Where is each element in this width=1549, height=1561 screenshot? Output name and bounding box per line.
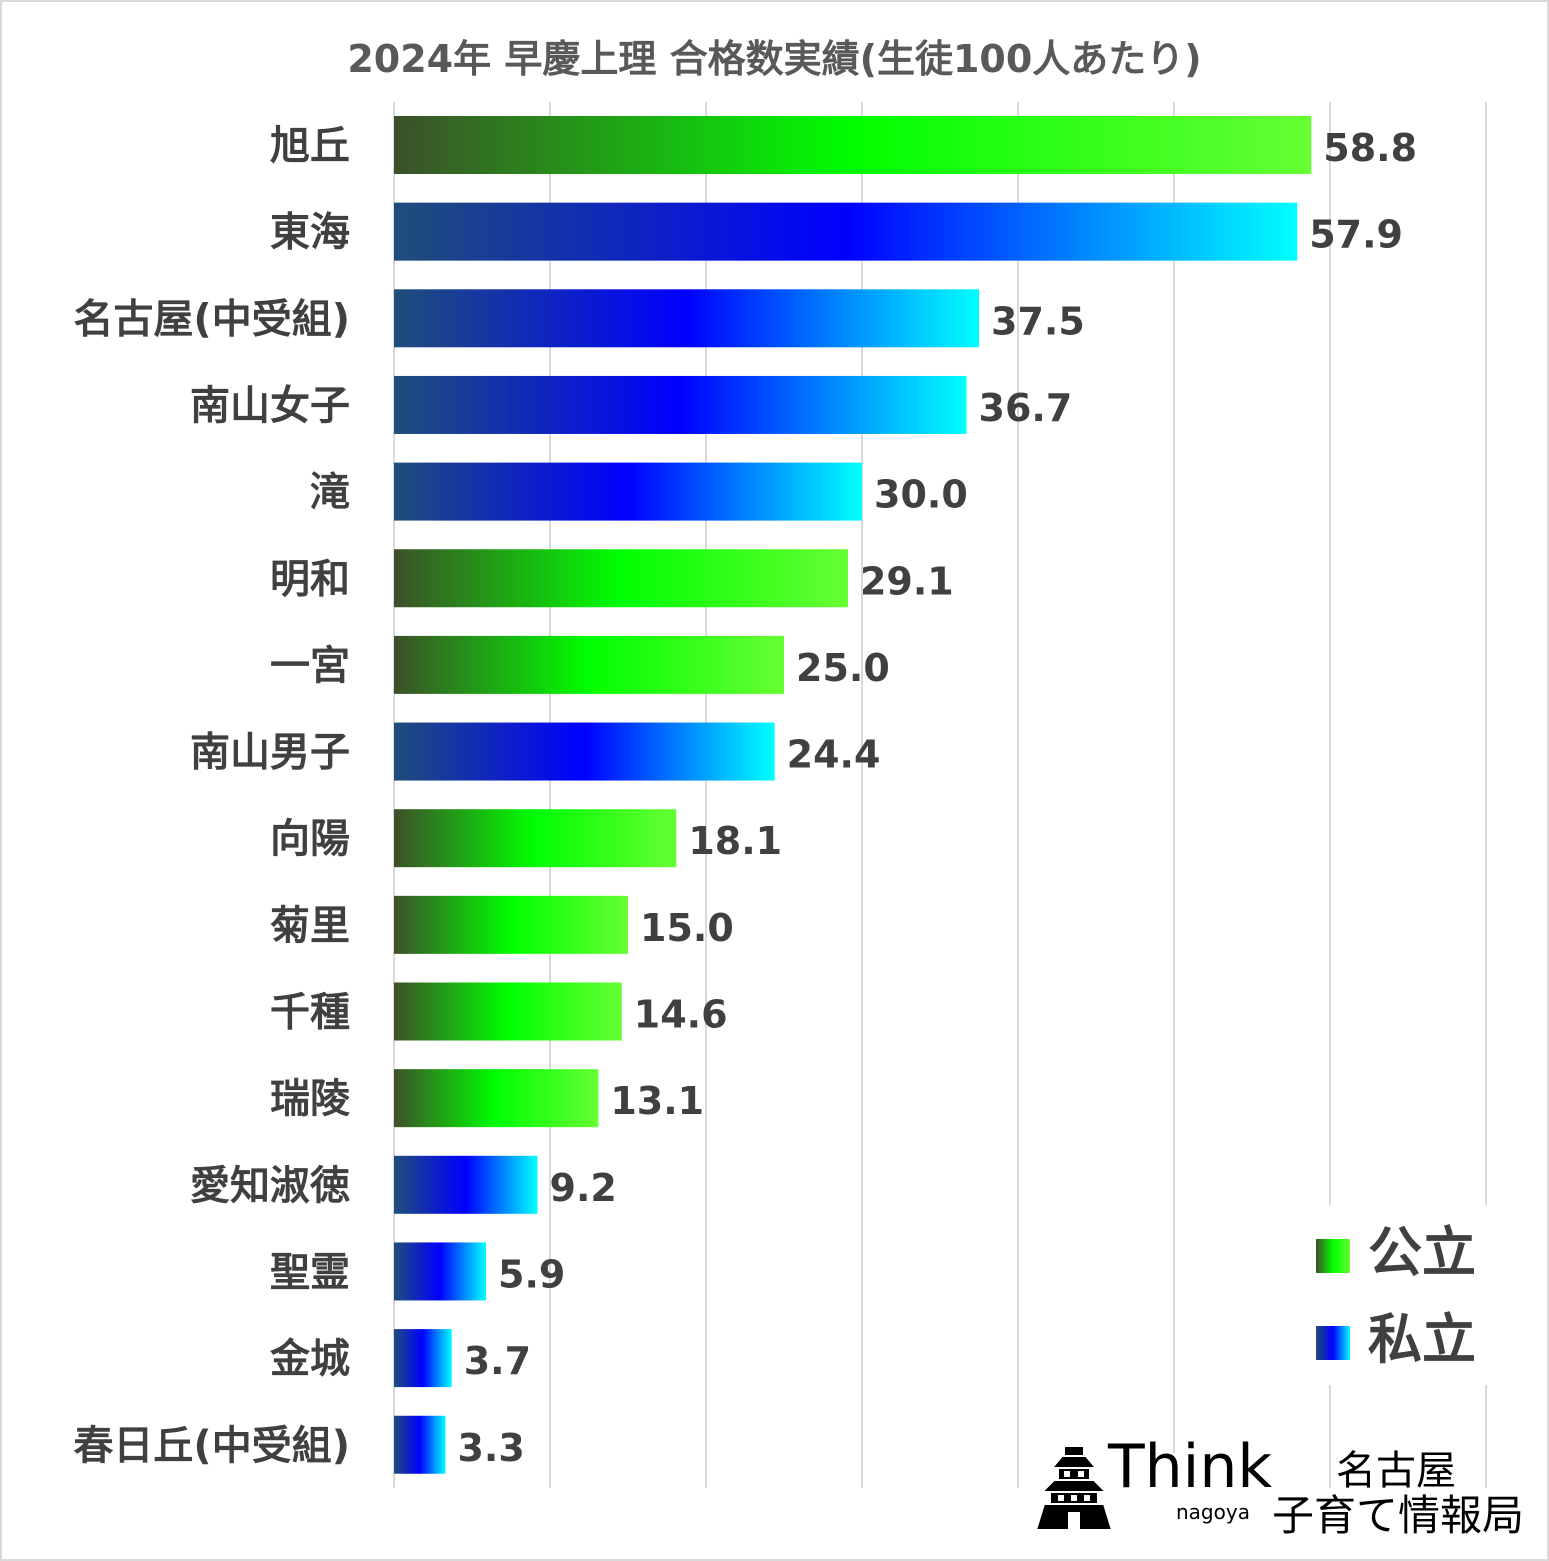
category-label: 瑞陵 (270, 1076, 350, 1122)
category-label: 金城 (269, 1336, 350, 1382)
logo-subtext: nagoya (1176, 1500, 1250, 1524)
logo-text: Think (1108, 1432, 1273, 1502)
category-label: 名古屋(中受組) (73, 296, 350, 342)
bar (394, 1155, 538, 1214)
legend-label-public: 公立 (1368, 1221, 1476, 1284)
bar (394, 1242, 487, 1301)
logo-name-line1: 名古屋 (1336, 1448, 1456, 1494)
think-nagoya-logo: Think nagoya 名古屋 子育て情報局 (1030, 1432, 1540, 1540)
data-label: 58.8 (1323, 126, 1417, 170)
data-label: 5.9 (498, 1252, 565, 1296)
bar (394, 635, 784, 694)
data-label: 18.1 (688, 819, 782, 863)
data-label: 13.1 (610, 1079, 704, 1123)
bar (394, 1329, 452, 1388)
bar (394, 982, 622, 1041)
chart-title: 2024年 早慶上理 合格数実績(生徒100人あたり) (347, 37, 1202, 81)
data-label: 3.3 (457, 1426, 524, 1470)
bar (394, 1069, 599, 1128)
category-label: 春日丘(中受組) (73, 1423, 350, 1469)
category-label: 滝 (310, 470, 350, 516)
bar (394, 549, 848, 608)
category-label: 南山女子 (190, 383, 350, 429)
category-label: 一宮 (270, 643, 350, 689)
category-label: 明和 (270, 556, 350, 602)
bar (394, 375, 967, 434)
data-label: 14.6 (634, 993, 728, 1037)
bar (394, 289, 979, 348)
data-label: 24.4 (787, 733, 881, 777)
category-label: 聖霊 (270, 1249, 350, 1295)
data-label: 15.0 (640, 906, 734, 950)
bar (394, 202, 1298, 261)
legend-label-private: 私立 (1368, 1308, 1476, 1371)
data-label: 37.5 (991, 299, 1085, 343)
data-label: 30.0 (874, 473, 968, 517)
data-label: 3.7 (464, 1339, 531, 1383)
category-label: 向陽 (270, 816, 350, 862)
data-label: 25.0 (796, 646, 890, 690)
category-label: 東海 (270, 210, 350, 256)
legend: 公立 私立 (1298, 1205, 1498, 1385)
bar (394, 722, 775, 781)
data-label: 36.7 (979, 386, 1073, 430)
data-label: 29.1 (860, 559, 954, 603)
data-label: 9.2 (550, 1166, 617, 1210)
category-label: 菊里 (270, 903, 350, 949)
data-label: 57.9 (1309, 213, 1403, 257)
legend-swatch-public (1316, 1239, 1350, 1273)
castle-icon (1034, 1445, 1114, 1531)
bar (394, 895, 628, 954)
category-label: 南山男子 (190, 730, 350, 776)
category-label: 千種 (270, 990, 350, 1036)
category-label: 旭丘 (270, 123, 350, 169)
legend-swatch-private (1316, 1326, 1350, 1360)
bar (394, 809, 677, 868)
logo-name-line2: 子育て情報局 (1272, 1491, 1525, 1540)
bar (394, 462, 862, 521)
bar (394, 1415, 446, 1474)
bar (394, 116, 1312, 174)
category-label: 愛知淑徳 (190, 1163, 350, 1209)
